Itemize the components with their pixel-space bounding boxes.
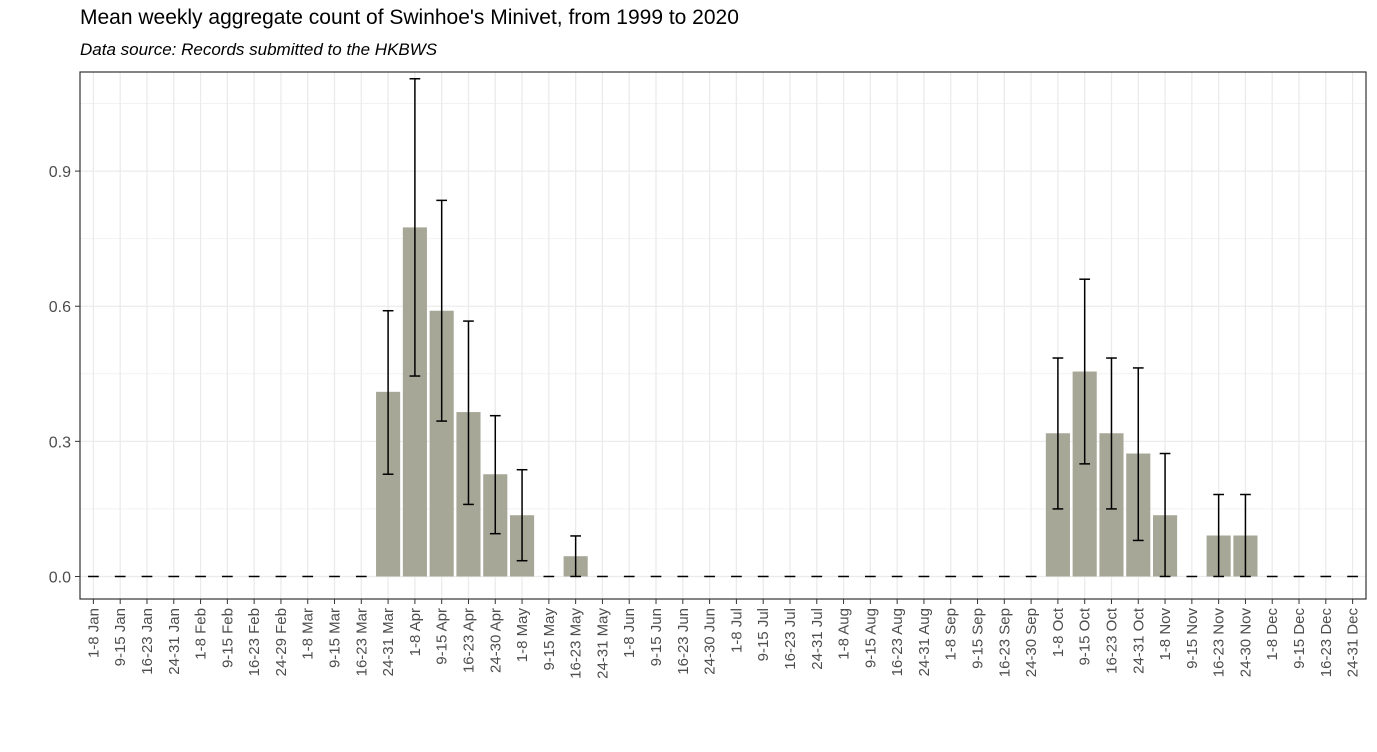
- x-tick-label: 1-8 Jul: [728, 608, 745, 653]
- x-tick-label: 24-30 Nov: [1237, 608, 1254, 678]
- y-tick-label: 0.3: [49, 434, 71, 451]
- x-tick-label: 9-15 Apr: [434, 608, 451, 665]
- x-tick-label: 9-15 Oct: [1077, 607, 1094, 665]
- x-tick-label: 9-15 Mar: [327, 608, 344, 668]
- x-tick-label: 24-31 Mar: [380, 608, 397, 676]
- minor-gridlines: [80, 103, 1366, 510]
- x-tick-label: 16-23 Nov: [1211, 608, 1228, 678]
- chart-title: Mean weekly aggregate count of Swinhoe's…: [80, 6, 739, 29]
- x-tick-label: 9-15 Jan: [112, 608, 129, 666]
- x-tick-label: 1-8 Jun: [621, 608, 638, 658]
- chart-subtitle: Data source: Records submitted to the HK…: [80, 40, 438, 59]
- x-tick-label: 16-23 May: [568, 608, 585, 679]
- x-tick-label: 24-30 Jun: [702, 608, 719, 675]
- x-tick-label: 24-30 Apr: [487, 608, 504, 673]
- x-tick-label: 1-8 Dec: [1264, 608, 1281, 661]
- x-tick-label: 1-8 Jan: [85, 608, 102, 658]
- x-tick-label: 16-23 Jun: [675, 608, 692, 675]
- x-tick-label: 16-23 Feb: [246, 608, 263, 676]
- x-tick-label: 16-23 Mar: [353, 608, 370, 676]
- x-tick-label: 9-15 Aug: [862, 608, 879, 668]
- x-tick-label: 16-23 Aug: [889, 608, 906, 676]
- x-tick-label: 24-31 Jan: [166, 608, 183, 675]
- x-tick-label: 1-8 Apr: [407, 608, 424, 656]
- x-tick-label: 24-31 Jul: [809, 608, 826, 670]
- x-tick-label: 16-23 Apr: [460, 608, 477, 673]
- y-tick-label: 0.0: [49, 569, 71, 586]
- x-tick-label: 16-23 Jul: [782, 608, 799, 670]
- error-bar-series: [88, 78, 1358, 578]
- plot-border: [79, 71, 1367, 600]
- x-tick-label: 9-15 Feb: [219, 608, 236, 668]
- x-axis: 1-8 Jan 9-15 Jan 16-23 Jan 24-31 Jan 1-8 Feb…: [85, 599, 1362, 679]
- x-tick-label: 1-8 May: [514, 608, 531, 663]
- y-axis: 0.0 0.3 0.6 0.9: [49, 164, 80, 586]
- x-tick-label: 1-8 Mar: [300, 608, 317, 660]
- x-tick-label: 9-15 Nov: [1184, 608, 1201, 669]
- x-tick-label: 24-29 Feb: [273, 608, 290, 676]
- x-tick-label: 16-23 Sep: [996, 608, 1013, 677]
- plot-background: [80, 72, 1366, 599]
- x-tick-label: 24-31 Dec: [1345, 608, 1362, 678]
- y-tick-label: 0.9: [49, 164, 71, 181]
- x-tick-label: 16-23 Dec: [1318, 608, 1335, 678]
- x-tick-label: 9-15 Jul: [755, 608, 772, 661]
- x-tick-label: 1-8 Oct: [1050, 607, 1067, 657]
- x-tick-label: 16-23 Jan: [139, 608, 156, 675]
- x-tick-label: 9-15 Jun: [648, 608, 665, 666]
- x-tick-label: 24-31 Oct: [1130, 607, 1147, 674]
- x-tick-label: 24-31 May: [594, 608, 611, 679]
- x-tick-label: 24-31 Aug: [916, 608, 933, 676]
- x-tick-label: 16-23 Oct: [1103, 607, 1120, 674]
- x-tick-label: 1-8 Aug: [836, 608, 853, 660]
- x-tick-label: 1-8 Sep: [943, 608, 960, 661]
- x-tick-label: 1-8 Feb: [193, 608, 210, 660]
- x-tick-label: 9-15 Sep: [970, 608, 987, 669]
- x-tick-label: 9-15 Dec: [1291, 608, 1308, 669]
- x-tick-label: 24-30 Sep: [1023, 608, 1040, 677]
- x-tick-label: 1-8 Nov: [1157, 608, 1174, 661]
- x-tick-label: 9-15 May: [541, 608, 558, 671]
- major-gridlines: [80, 72, 1366, 599]
- y-tick-label: 0.6: [49, 299, 71, 316]
